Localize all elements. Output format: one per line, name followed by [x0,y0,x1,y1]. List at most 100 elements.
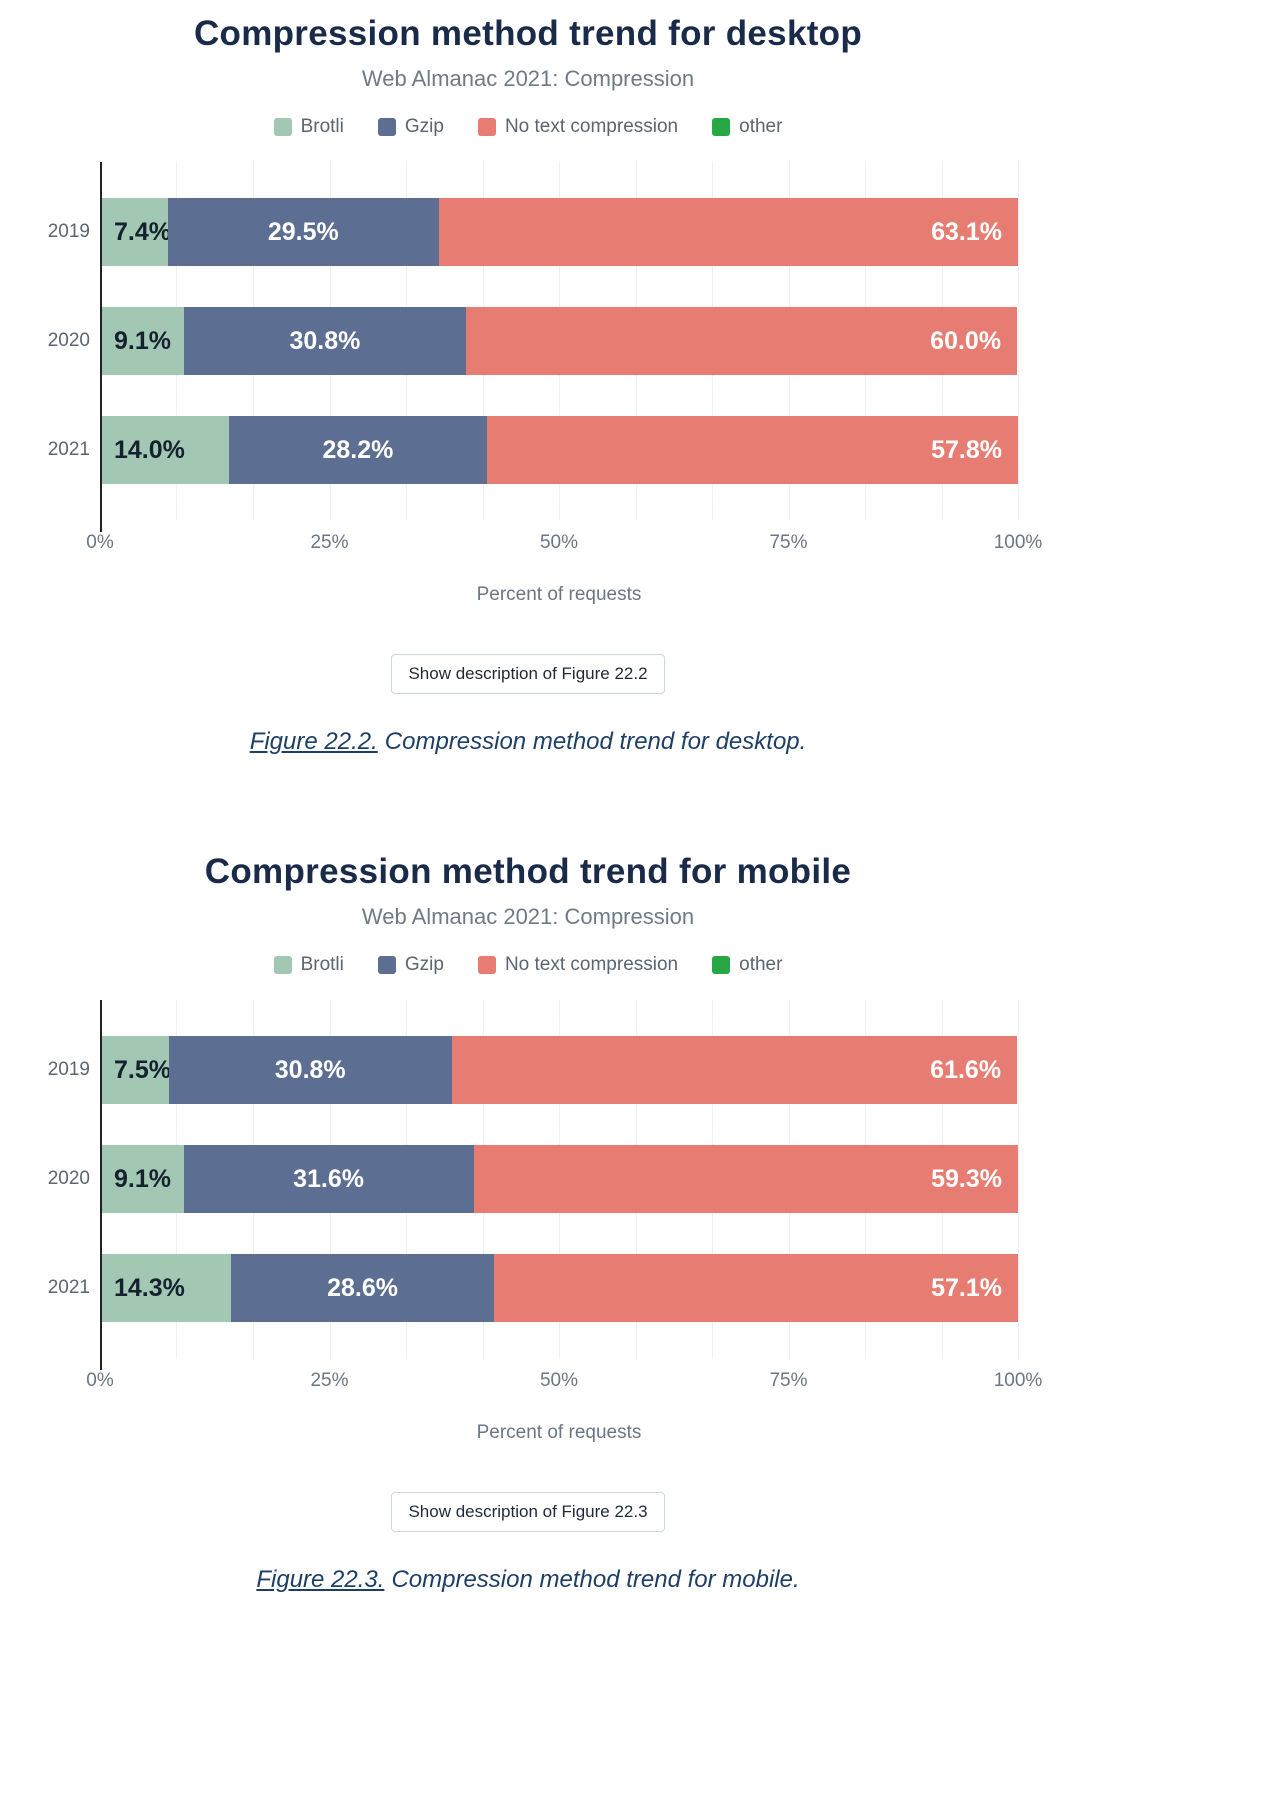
legend-item-brotli[interactable]: Brotli [273,116,344,138]
bar-row-2020: 2020 9.1% 31.6% 59.3% [38,1145,1018,1213]
gridline [1018,162,1019,520]
legend-swatch-icon [377,956,396,974]
bar-segment-no-text-compression[interactable]: 60.0% [466,307,1018,375]
stacked-bar: 14.3% 28.6% 57.1% [100,1254,1018,1322]
y-axis-category-label: 2019 [47,221,90,242]
bar-rows: 2019 7.5% 30.8% 61.6% 2020 9.1% 31.6% 59.3% 2021… [38,1000,1018,1358]
legend-item-gzip[interactable]: Gzip [377,116,444,138]
x-tick-label: 100% [993,1370,1043,1391]
bar-segment-gzip[interactable]: 30.8% [183,307,467,375]
y-axis-category-label: 2020 [47,330,90,351]
show-description-button[interactable]: Show description of Figure 22.2 [391,654,665,694]
chart-subtitle: Web Almanac 2021: Compression [361,66,695,91]
bar-segment-gzip[interactable]: 30.8% [168,1036,452,1104]
button-row: Show description of Figure 22.2 [38,654,1018,694]
x-tick-label: 75% [769,532,808,553]
legend-item-other[interactable]: other [712,954,782,976]
bar-rows: 2019 7.4% 29.5% 63.1% 2020 9.1% 30.8% 60.0% 2021… [38,162,1018,520]
x-axis-label: Percent of requests [476,584,642,605]
x-axis-label: Percent of requests [476,1422,642,1443]
legend-swatch-icon [712,118,731,136]
y-axis-category-label: 2020 [47,1168,90,1189]
chart-subtitle: Web Almanac 2021: Compression [361,904,695,929]
bar-row-2021: 2021 14.0% 28.2% 57.8% [38,416,1018,484]
legend-item-no-text-compression[interactable]: No text compression [477,954,679,976]
legend-swatch-icon [273,956,292,974]
x-tick-label: 50% [539,1370,579,1391]
bar-value-label: 7.5% [114,1055,171,1084]
legend-label: No text compression [504,954,679,975]
bar-segment-gzip[interactable]: 31.6% [183,1145,474,1213]
plot-area: 2019 7.5% 30.8% 61.6% 2020 9.1% 31.6% 59.3% 2021… [38,1000,1019,1370]
figure-caption-link[interactable]: Figure 22.2. [249,728,378,755]
figure-mobile: Compression method trend for mobile Web … [38,852,1043,1594]
stacked-bar: 9.1% 30.8% 60.0% [100,307,1018,375]
legend-item-no-text-compression[interactable]: No text compression [477,116,679,138]
bar-segment-brotli[interactable]: 14.0% [100,416,229,484]
bar-value-label: 60.0% [930,326,1002,355]
bar-value-label: 61.6% [930,1055,1002,1084]
y-axis-category-label: 2021 [47,439,90,460]
chart-title: Compression method trend for desktop [193,14,863,53]
bar-value-label: 14.3% [114,1273,185,1302]
legend-label: No text compression [504,116,679,137]
bar-segment-gzip[interactable]: 28.2% [228,416,488,484]
bar-value-label: 30.8% [274,1055,346,1084]
chart-title: Compression method trend for mobile [204,852,852,891]
legend-swatch-icon [273,118,292,136]
bar-segment-brotli[interactable]: 14.3% [100,1254,232,1322]
legend-label: Gzip [404,954,444,975]
legend-swatch-icon [712,956,731,974]
bar-segment-no-text-compression[interactable]: 61.6% [451,1036,1018,1104]
gridline [1018,1000,1019,1358]
legend-item-gzip[interactable]: Gzip [377,954,444,976]
bar-segment-no-text-compression[interactable]: 57.1% [493,1254,1018,1322]
bar-value-label: 9.1% [114,1164,171,1193]
legend-swatch-icon [477,956,496,974]
bar-value-label: 28.2% [322,435,394,464]
y-axis-category-label: 2019 [47,1059,90,1080]
show-description-button[interactable]: Show description of Figure 22.3 [391,1492,665,1532]
bar-segment-no-text-compression[interactable]: 63.1% [438,198,1018,266]
bar-segment-no-text-compression[interactable]: 57.8% [487,416,1018,484]
bar-value-label: 7.4% [114,217,171,246]
bar-segment-brotli[interactable]: 7.5% [100,1036,171,1104]
x-tick-label: 25% [310,532,349,553]
legend-item-other[interactable]: other [712,116,782,138]
legend-item-brotli[interactable]: Brotli [273,954,344,976]
bar-value-label: 30.8% [289,326,361,355]
bar-segment-brotli[interactable]: 9.1% [100,1145,184,1213]
bar-segment-brotli[interactable]: 7.4% [100,198,171,266]
button-row: Show description of Figure 22.3 [38,1492,1018,1532]
stacked-bar: 14.0% 28.2% 57.8% [100,416,1018,484]
bar-row-2019: 2019 7.5% 30.8% 61.6% [38,1036,1018,1104]
legend-swatch-icon [477,118,496,136]
x-tick-label: 50% [539,532,579,553]
bar-segment-gzip[interactable]: 29.5% [167,198,439,266]
legend-label: other [739,954,783,975]
bar-segment-brotli[interactable]: 9.1% [100,307,184,375]
bar-row-2020: 2020 9.1% 30.8% 60.0% [38,307,1018,375]
legend: Brotli Gzip No text compression other [38,954,1018,976]
stacked-bar: 7.4% 29.5% 63.1% [100,198,1018,266]
bar-value-label: 31.6% [293,1164,365,1193]
x-tick-label: 25% [310,1370,349,1391]
y-axis-line [100,1000,102,1370]
bar-value-label: 9.1% [114,326,171,355]
y-axis-category-label: 2021 [47,1277,90,1298]
bar-row-2019: 2019 7.4% 29.5% 63.1% [38,198,1018,266]
legend-label: Brotli [300,954,344,975]
bar-segment-no-text-compression[interactable]: 59.3% [473,1145,1018,1213]
bar-segment-gzip[interactable]: 28.6% [231,1254,494,1322]
figure-desktop: Compression method trend for desktop Web… [38,14,1043,756]
bar-value-label: 28.6% [327,1273,398,1302]
bar-row-2021: 2021 14.3% 28.6% 57.1% [38,1254,1018,1322]
figure-caption-text: Compression method trend for mobile. [391,1566,800,1593]
figure-caption-link[interactable]: Figure 22.3. [256,1566,385,1593]
stacked-bar: 9.1% 31.6% 59.3% [100,1145,1018,1213]
x-axis-ticks: 0% 25% 50% 75% 100% [86,1370,1042,1398]
stacked-bar: 7.5% 30.8% 61.6% [100,1036,1018,1104]
x-tick-label: 0% [86,1370,114,1391]
bar-value-label: 29.5% [267,217,339,246]
legend-label: Gzip [404,116,444,137]
